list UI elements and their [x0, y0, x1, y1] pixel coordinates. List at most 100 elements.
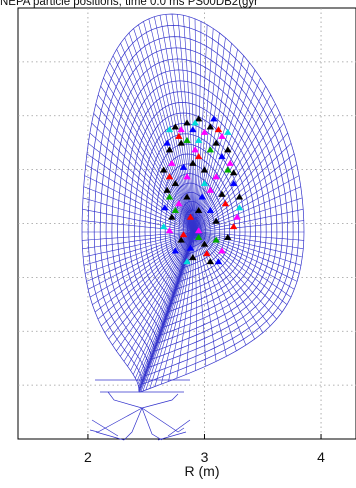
- mesh-ray: [177, 14, 195, 233]
- particle-marker: [168, 159, 176, 166]
- mesh-ray: [116, 231, 195, 352]
- mesh-ray: [193, 197, 303, 233]
- particle-marker: [191, 119, 199, 126]
- divertor-cell: [167, 419, 191, 437]
- particle-marker: [214, 126, 223, 133]
- mesh-ray: [193, 94, 271, 233]
- mesh-ray: [112, 231, 195, 346]
- particle-marker: [194, 136, 203, 143]
- mesh-ray: [193, 28, 214, 233]
- mesh-ray: [193, 231, 207, 367]
- mesh-ray: [149, 231, 195, 389]
- flux-mesh: [81, 13, 305, 441]
- particle-marker: [194, 227, 203, 234]
- divertor-leg: [141, 393, 179, 409]
- particle-marker: [212, 139, 220, 146]
- particle-marker: [206, 258, 215, 265]
- particle-marker: [159, 166, 168, 173]
- mesh-ray: [193, 231, 237, 351]
- particle-marker: [163, 186, 171, 193]
- particle-marker: [229, 179, 238, 187]
- mesh-ray: [86, 153, 195, 233]
- particle-marker: [194, 233, 203, 240]
- mesh-ray: [154, 231, 195, 387]
- particle-marker: [194, 206, 203, 213]
- particle-marker: [224, 146, 232, 153]
- mesh-ray: [193, 77, 261, 233]
- mesh-ray: [91, 122, 195, 233]
- particle-marker: [194, 115, 203, 122]
- mesh-ray: [193, 231, 302, 266]
- particle-marker: [189, 254, 197, 261]
- mesh-ray: [193, 32, 220, 233]
- mesh-ray: [82, 231, 195, 241]
- particle-marker: [229, 223, 238, 230]
- mesh-ray: [84, 175, 195, 233]
- mesh-ray: [112, 55, 195, 233]
- particle-marker: [165, 146, 174, 153]
- mesh-ray: [82, 231, 195, 249]
- particle-marker: [183, 173, 191, 180]
- mesh-ray: [108, 231, 195, 340]
- particle-marker: [168, 213, 176, 220]
- particle-marker: [212, 217, 220, 224]
- particle-marker: [210, 115, 218, 122]
- x-tick-label: 4: [317, 449, 325, 465]
- mesh-ray: [103, 77, 195, 233]
- mesh-ray: [193, 231, 304, 241]
- mesh-ray: [193, 231, 283, 313]
- particle-marker: [165, 126, 174, 133]
- mesh-ray: [82, 220, 195, 233]
- particle-marker: [235, 204, 244, 211]
- particle-marker: [177, 236, 185, 243]
- mesh-ray: [188, 16, 195, 232]
- x-axis-label: R (m): [185, 463, 220, 479]
- particle-marker: [171, 123, 180, 130]
- mesh-ray: [116, 49, 195, 233]
- particle-marker: [165, 227, 174, 234]
- particle-marker: [226, 159, 234, 166]
- particle-marker: [200, 179, 209, 187]
- particle-marker: [159, 223, 168, 230]
- particle-marker: [183, 193, 191, 200]
- mesh-ray: [193, 132, 288, 233]
- particle-marker: [224, 128, 232, 135]
- mesh-ray: [136, 231, 195, 382]
- mesh-ray: [148, 18, 195, 233]
- mesh-ray: [104, 231, 195, 333]
- particle-marker: [218, 190, 226, 197]
- particle-marker: [165, 193, 174, 200]
- mesh-ray: [82, 197, 195, 233]
- divertor-leg: [107, 391, 143, 409]
- particle-marker: [163, 139, 171, 146]
- mesh-ray: [193, 231, 298, 282]
- particle-marker: [165, 173, 174, 180]
- mesh-ray: [193, 55, 244, 233]
- mesh-ray: [93, 113, 195, 233]
- particle-marker: [206, 146, 215, 153]
- mesh-ray: [101, 231, 195, 327]
- mesh-ray: [83, 186, 195, 233]
- x-axis-ticks: 2 3 4: [84, 434, 325, 465]
- mesh-ray: [97, 94, 195, 233]
- mesh-ray: [193, 231, 197, 371]
- particle-marker: [186, 244, 195, 251]
- mesh-ray: [168, 231, 195, 382]
- x-tick-label: 3: [201, 449, 209, 465]
- mesh-ray: [83, 231, 195, 258]
- particle-marker: [206, 123, 215, 130]
- particle-marker: [186, 213, 195, 220]
- mesh-ray: [193, 43, 232, 233]
- mesh-ray: [193, 231, 288, 305]
- particle-marker: [175, 132, 183, 139]
- mesh-ray: [193, 113, 281, 233]
- particle-marker: [183, 258, 191, 265]
- divertor-cell: [91, 419, 119, 437]
- particle-marker: [179, 231, 188, 238]
- mesh-ray: [143, 21, 195, 233]
- mesh-ray: [193, 143, 292, 233]
- mesh-ray: [89, 132, 195, 233]
- mesh-ray: [193, 164, 297, 233]
- mesh-ray: [120, 43, 195, 233]
- mesh-ray: [133, 28, 195, 233]
